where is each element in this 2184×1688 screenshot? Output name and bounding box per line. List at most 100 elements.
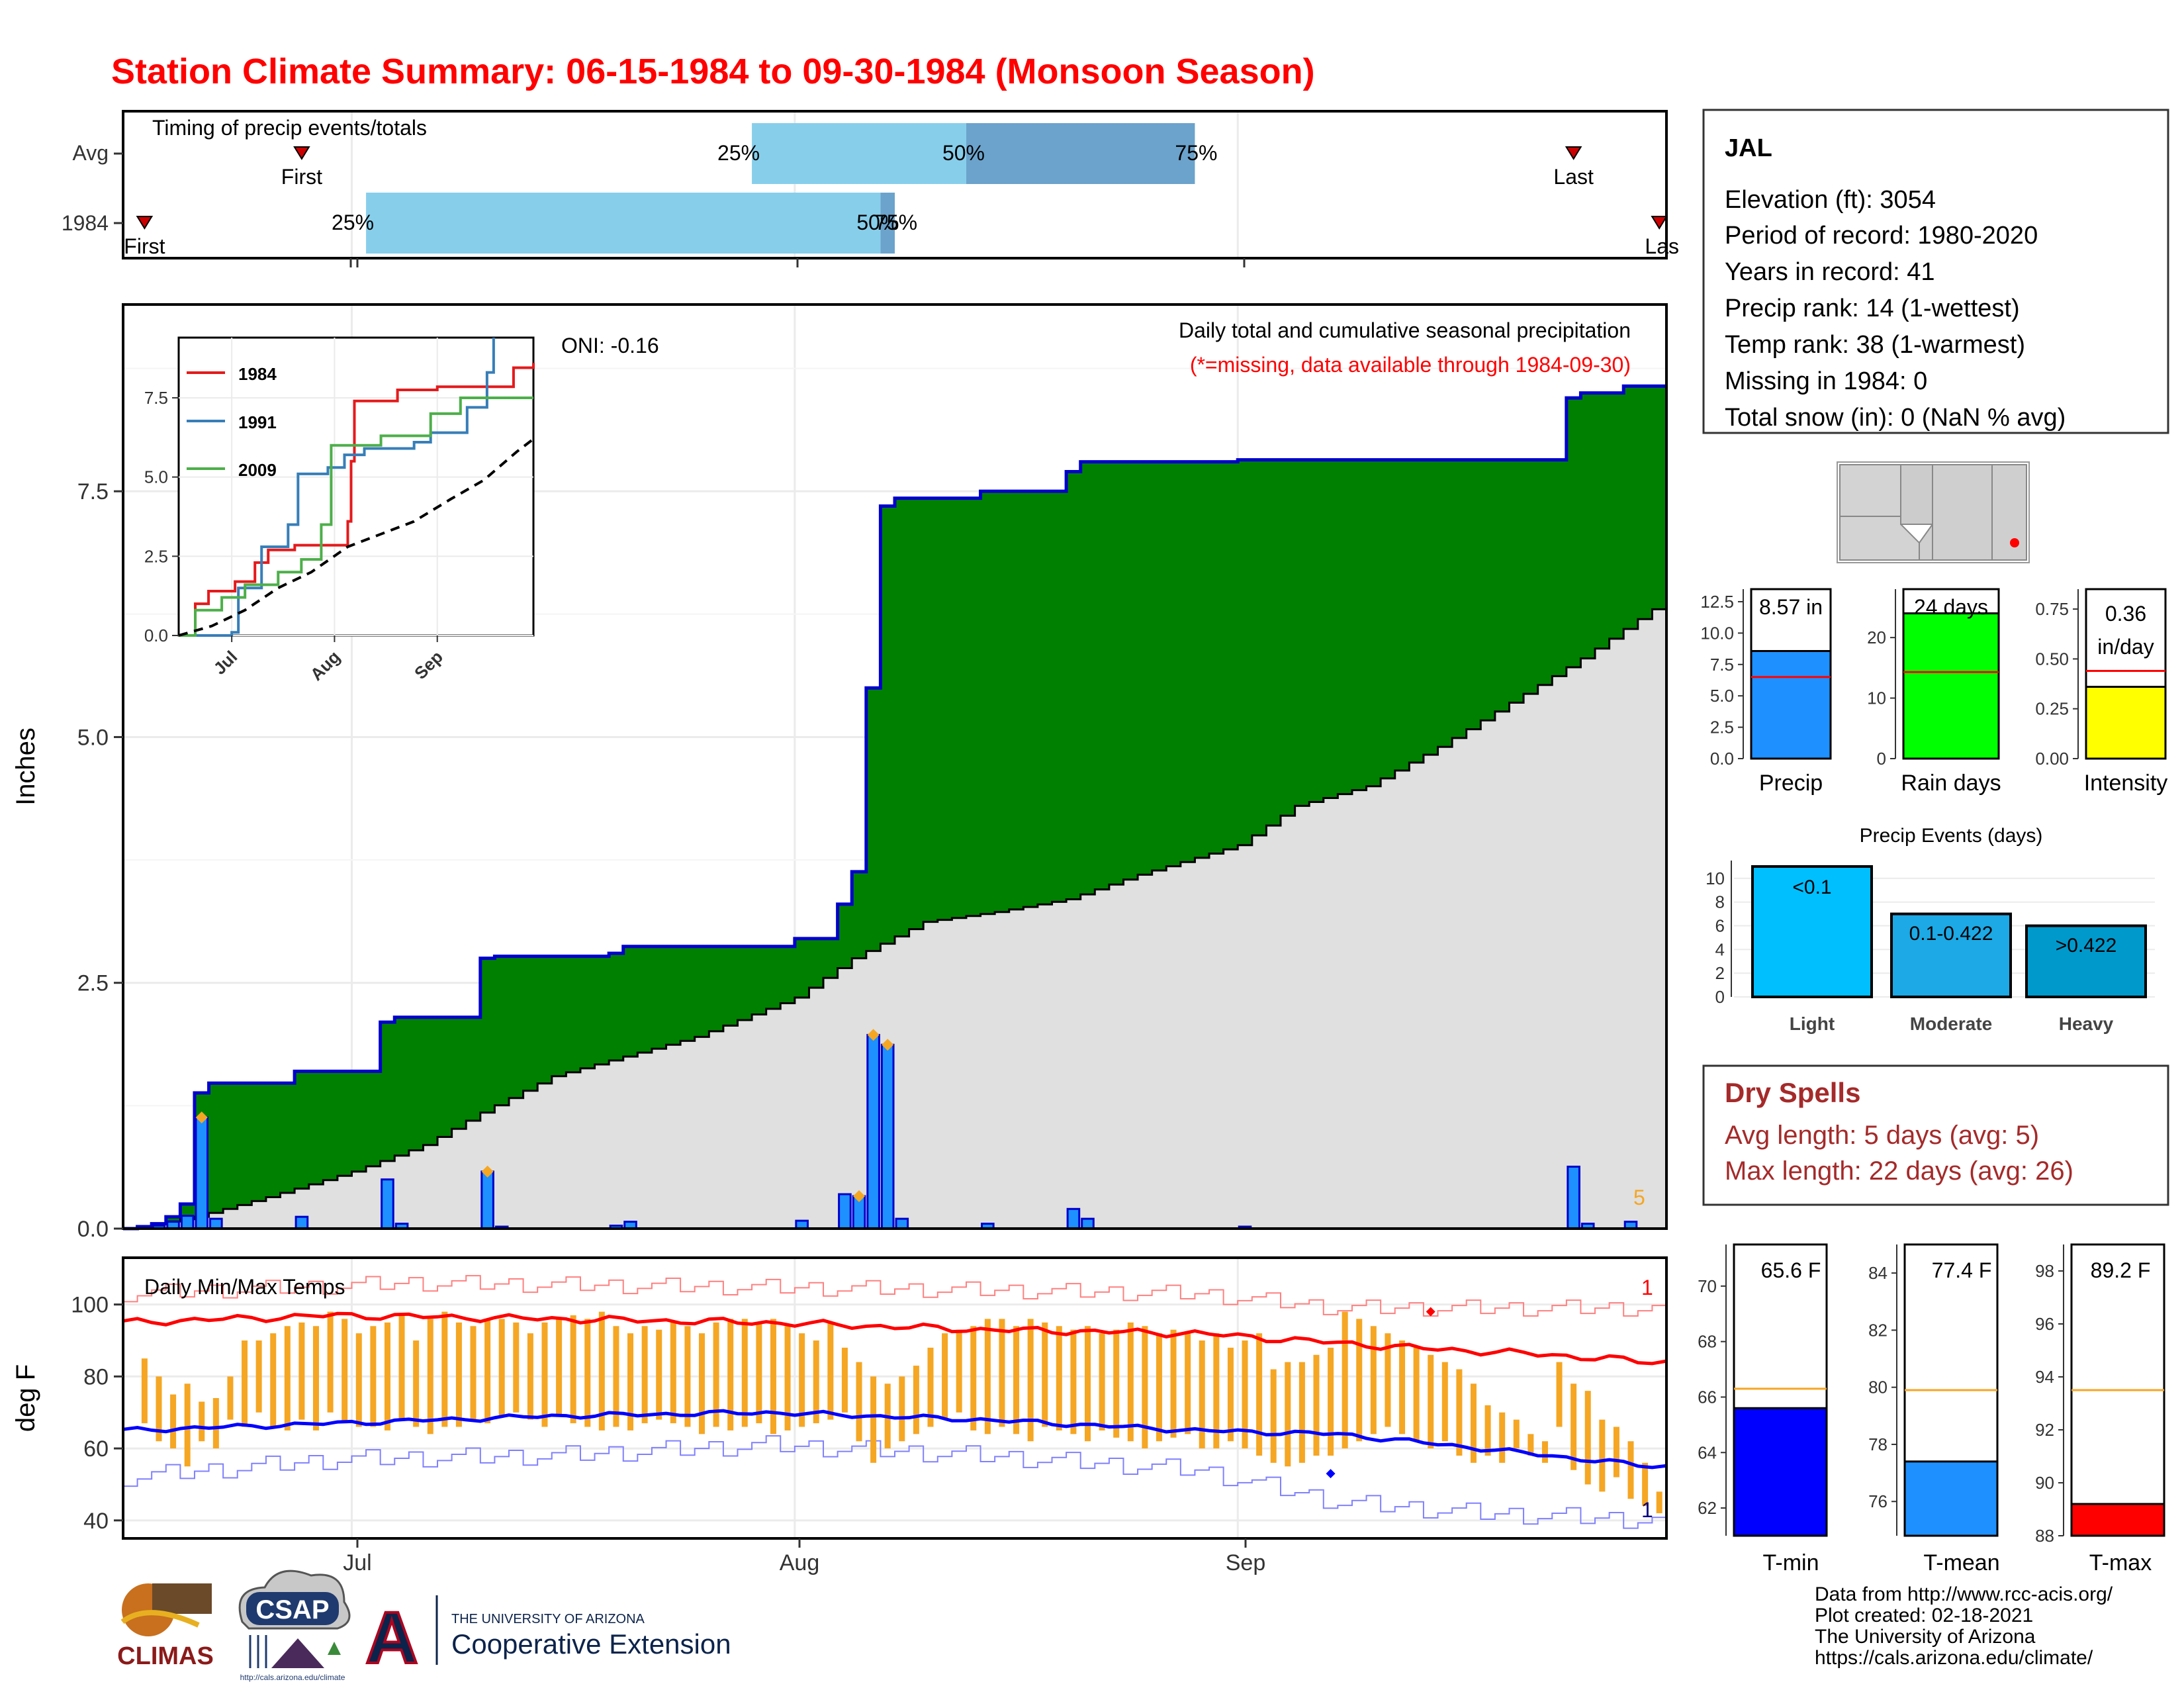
record-temp-marker [1326,1469,1336,1479]
timing-pct-label: 25% [332,211,374,234]
events-tick-label: 4 [1715,939,1725,959]
page-title: Station Climate Summary: 06-15-1984 to 0… [111,52,1315,91]
daily-precip-bar [838,1193,852,1230]
inset-y-tick-label: 7.5 [144,388,168,408]
daily-temp-range-bar [984,1319,991,1434]
tmax-summary-tick-label: 92 [2035,1420,2054,1440]
inset-legend-2009: 2009 [238,460,277,480]
first-event-label: First [124,234,165,258]
dry-spells-max: Max length: 22 days (avg: 26) [1725,1156,2073,1186]
daily-temp-range-bar [541,1322,548,1427]
daily-precip-bar [1567,1165,1580,1230]
csap-logo-url: http://cals.arizona.edu/climate [240,1673,345,1682]
precip-events-bar [1751,865,1873,999]
first-event-marker [293,146,310,160]
y-tick-label: 5.0 [77,725,109,750]
daily-precip-bar [180,1215,195,1230]
daily-temp-range-bar [656,1329,662,1420]
daily-temp-range-bar [1142,1326,1148,1449]
first-event-label: First [281,165,322,189]
intensity-summary-tick-label: 0.00 [2035,749,2069,769]
tmin-summary-tick-label: 68 [1698,1332,1717,1352]
events-bar-label-heavy: >0.422 [2056,935,2117,957]
daily-temp-range-bar [227,1376,234,1420]
tmean-summary-tick-label: 80 [1868,1378,1888,1397]
record-high-count: 1 [1641,1276,1653,1299]
temp-y-tick-label: 40 [83,1509,109,1534]
daily-temp-range-bar [784,1326,791,1430]
precip-events-bar [1890,912,2012,998]
daily-temp-range-bar [298,1322,305,1420]
daily-temp-range-bar [156,1376,162,1442]
daily-temp-range-bar [327,1311,334,1413]
temperature-bar-charts: 62 64 66 68 70 76 78 80 82 84 88 90 92 94 96 98 [1698,1243,2165,1546]
record-temp-marker [1426,1307,1435,1317]
timing-pct-label: 50% [942,141,985,165]
daily-temp-range-bar [1042,1322,1048,1427]
intensity-summary-tick-label: 0.50 [2035,649,2069,669]
daily-temp-range-bar [1456,1369,1463,1456]
daily-precip-bar [895,1217,909,1230]
y-tick-label: 7.5 [77,479,109,504]
tmean-summary-tick-label: 76 [1868,1491,1888,1511]
station-location-dot [2010,538,2019,547]
precip-panel: ONI: -0.16 Daily total and cumulative se… [11,303,1668,1242]
daily-temp-range-bar [1385,1333,1391,1427]
station-line-1: Period of record: 1980-2020 [1725,222,2038,250]
tmin-bar-label: T-min [1763,1550,1819,1575]
daily-temp-range-bar [956,1329,962,1413]
daily-temp-range-bar [484,1319,491,1424]
tmean-summary-tick-label: 84 [1868,1263,1888,1283]
daily-temp-range-bar [1428,1354,1434,1449]
csap-logo-text: CSAP [255,1595,329,1624]
timing-label: Timing of precip events/totals [152,116,427,140]
footer-credits: Data from http://www.rcc-acis.org/ Plot … [1815,1583,2113,1669]
events-tick-label: 6 [1715,916,1725,936]
daily-temp-range-bar [413,1340,420,1427]
daily-temp-range-bar [856,1362,862,1442]
daily-temp-range-bar [1399,1340,1406,1434]
daily-temp-range-bar [527,1333,533,1420]
summary-bar-charts: 0.0 2.5 5.0 7.5 10.0 12.5 0 10 20 0.00 0.25 0.50 0.7… [1700,588,2167,769]
daily-temp-range-bar [370,1326,377,1427]
timing-pct-label: 75% [875,211,917,234]
daily-temp-range-bar [813,1340,819,1424]
tmean-bar-label: T-mean [1923,1550,1999,1575]
daily-temp-range-bar [1227,1347,1234,1442]
daily-precip-bar [880,1043,895,1230]
events-tick-label: 10 [1706,868,1725,888]
daily-temp-range-bar [470,1326,477,1420]
daily-temp-range-bar [970,1326,977,1430]
last-event-label: Last [1553,165,1594,189]
station-name: JAL [1725,134,1772,162]
temp-y-label: deg F [11,1364,40,1432]
daily-temp-range-bar [1342,1311,1348,1449]
record-precip-marker [882,1039,894,1051]
climatology-line [123,608,1666,1230]
dry-spells-box: Dry Spells Avg length: 5 days (avg: 5) M… [1702,1064,2169,1206]
inset-y-tick-label: 2.5 [144,546,168,566]
daily-precip-bar [866,1033,880,1230]
daily-temp-range-bar [556,1319,563,1417]
y-tick-label: 2.5 [77,971,109,996]
average-min-line [122,1409,1667,1470]
record-high-line [123,1275,1666,1317]
precip-events-title: Precip Events (days) [1860,825,2043,847]
daily-temp-range-bar [284,1326,291,1430]
intensity-summary-tick-label: 0.25 [2035,699,2069,719]
missing-note: (*=missing, data available through 1984-… [1190,353,1631,377]
daily-precip-bar [195,1116,209,1230]
summary-value-labels: 8.57 in Precip 24 days Rain days 0.36 in… [1759,595,2168,796]
timing-row-avg: Avg [72,141,109,165]
daily-temp-range-bar [199,1401,205,1442]
daily-precip-bar [209,1217,223,1230]
temp-panel: Daily Min/Max Temps 1 1 deg F 40 60 80 100 [11,1256,1668,1540]
precip-summary-tick-label: 12.5 [1700,592,1734,612]
raindays-value-label: 24 days [1914,595,1988,619]
inset-series-line [179,396,533,637]
record-precip-marker [481,1165,494,1178]
first-event-marker [136,216,154,230]
daily-temp-range-bar [1413,1347,1420,1442]
tmax-summary-tick-label: 90 [2035,1473,2054,1493]
events-bar-label-moderate: 0.1-0.422 [1909,923,1993,945]
